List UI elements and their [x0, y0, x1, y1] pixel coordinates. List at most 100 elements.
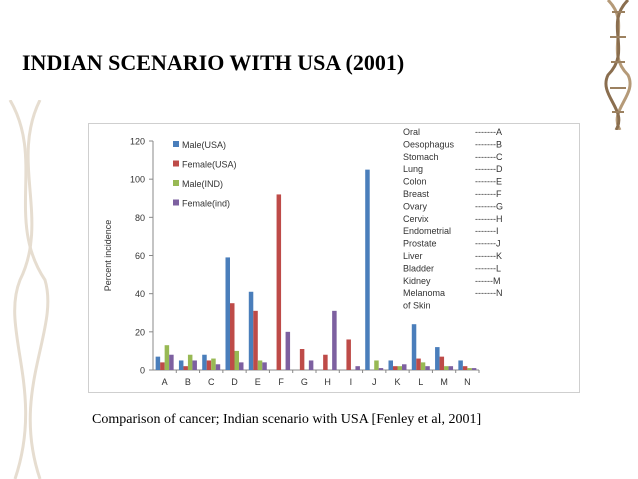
bar-E-Female(ind) [262, 362, 267, 370]
bar-K-Female(ind) [402, 364, 407, 370]
site-key-code: ------M [475, 276, 500, 286]
x-tick-label: H [324, 377, 331, 387]
site-key-name: Lung [403, 164, 423, 174]
legend-label: Female(USA) [182, 160, 237, 170]
site-key-code: -------F [475, 189, 502, 199]
bar-A-Male(USA) [155, 356, 161, 370]
y-tick-label: 0 [140, 366, 145, 376]
site-key-name: of Skin [403, 301, 431, 311]
y-tick-label: 60 [135, 251, 145, 261]
site-key-name: Stomach [403, 152, 439, 162]
site-key-name: Ovary [403, 201, 428, 211]
site-key-name: Kidney [403, 276, 431, 286]
site-key-code: -------A [475, 127, 502, 137]
x-tick-label: C [208, 377, 215, 387]
site-key-name: Oesophagus [403, 139, 455, 149]
site-key-code: -------B [475, 139, 502, 149]
site-key-code: -------N [475, 288, 502, 298]
x-tick-label: B [185, 377, 191, 387]
site-key-name: Bladder [403, 263, 434, 273]
bar-M-Male(IND) [444, 366, 449, 370]
bar-C-Female(ind) [215, 364, 221, 370]
bar-L-Male(USA) [411, 324, 417, 370]
site-key-code: -------J [475, 239, 500, 249]
x-tick-label: M [440, 377, 448, 387]
bar-F-Female(USA) [276, 194, 282, 370]
bar-E-Male(IND) [257, 360, 263, 370]
y-tick-label: 100 [130, 175, 145, 185]
site-key-name: Colon [403, 177, 427, 187]
site-key-name: Endometrial [403, 226, 451, 236]
bar-L-Male(IND) [420, 362, 426, 370]
legend-label: Male(USA) [182, 140, 226, 150]
slide-title: INDIAN SCENARIO WITH USA (2001) [22, 50, 405, 75]
x-tick-label: A [162, 377, 168, 387]
site-key-name: Oral [403, 127, 420, 137]
bar-J-Female(ind) [378, 368, 384, 370]
figure-caption: Comparison of cancer; Indian scenario wi… [92, 412, 482, 427]
bar-M-Female(USA) [439, 356, 445, 370]
bar-C-Male(IND) [211, 358, 216, 370]
bar-K-Female(USA) [393, 366, 398, 370]
bar-I-Female(USA) [346, 339, 351, 370]
bar-D-Female(ind) [239, 362, 244, 370]
bar-N-Male(IND) [467, 368, 472, 370]
bar-A-Female(USA) [160, 362, 165, 370]
site-key-code: -------L [475, 263, 501, 273]
legend-swatch-Female(ind) [173, 199, 179, 206]
bar-D-Female(USA) [230, 303, 235, 370]
bar-K-Male(IND) [397, 366, 402, 370]
site-key-code: -------H [475, 214, 502, 224]
x-tick-label: J [372, 377, 377, 387]
site-key-name: Breast [403, 189, 430, 199]
cancer-incidence-bar-chart: 0 20 40 60 80 100 120 Percent incidence A B C D E F G H… [103, 127, 503, 387]
bar-M-Female(ind) [448, 366, 454, 370]
x-tick-label: L [418, 377, 423, 387]
bar-A-Male(IND) [164, 345, 170, 370]
legend-swatch-Male(IND) [173, 180, 179, 186]
site-key-name: Cervix [403, 214, 429, 224]
bar-A-Female(ind) [169, 354, 174, 370]
bar-H-Female(ind) [332, 310, 337, 370]
bar-L-Female(ind) [425, 366, 430, 370]
y-tick-label: 120 [130, 137, 145, 147]
bar-N-Female(USA) [462, 366, 468, 370]
bar-C-Female(USA) [206, 360, 212, 370]
site-key-name: Melanoma [403, 288, 445, 298]
x-tick-label: D [231, 377, 238, 387]
bar-E-Female(USA) [253, 310, 258, 370]
x-tick-label: N [464, 377, 471, 387]
legend-swatch-Male(USA) [173, 141, 179, 147]
decorative-strand-left [8, 100, 50, 479]
bar-C-Male(USA) [202, 354, 207, 370]
y-tick-label: 20 [135, 327, 145, 337]
x-tick-label: K [394, 377, 400, 387]
legend-swatch-Female(USA) [173, 160, 179, 167]
bar-J-Male(USA) [365, 169, 370, 371]
bar-H-Female(USA) [323, 354, 328, 370]
bar-E-Male(USA) [248, 291, 254, 370]
y-tick-label: 40 [135, 289, 145, 299]
bar-B-Female(USA) [183, 366, 188, 370]
chart-frame: 0 20 40 60 80 100 120 Percent incidence A B C D E F G H… [88, 123, 580, 393]
x-tick-label: I [350, 377, 353, 387]
site-key-name: Prostate [403, 239, 437, 249]
bar-L-Female(USA) [416, 358, 421, 370]
bar-G-Female(USA) [299, 349, 305, 370]
x-tick-label: E [255, 377, 261, 387]
site-key-code: -------I [475, 226, 498, 236]
x-tick-label: G [301, 377, 308, 387]
site-key-code: -------D [475, 164, 503, 174]
site-key-code: -------E [475, 177, 502, 187]
bar-I-Female(ind) [355, 366, 360, 370]
dna-helix-icon [604, 0, 632, 130]
bar-N-Male(USA) [458, 360, 463, 370]
bar-B-Male(IND) [187, 354, 193, 370]
site-key-code: -------C [475, 152, 503, 162]
bar-N-Female(ind) [471, 368, 477, 370]
legend-label: Female(ind) [182, 199, 230, 209]
bar-K-Male(USA) [388, 360, 393, 370]
site-key-name: Liver [403, 251, 423, 261]
bar-B-Male(USA) [178, 360, 184, 370]
x-tick-label: F [278, 377, 284, 387]
